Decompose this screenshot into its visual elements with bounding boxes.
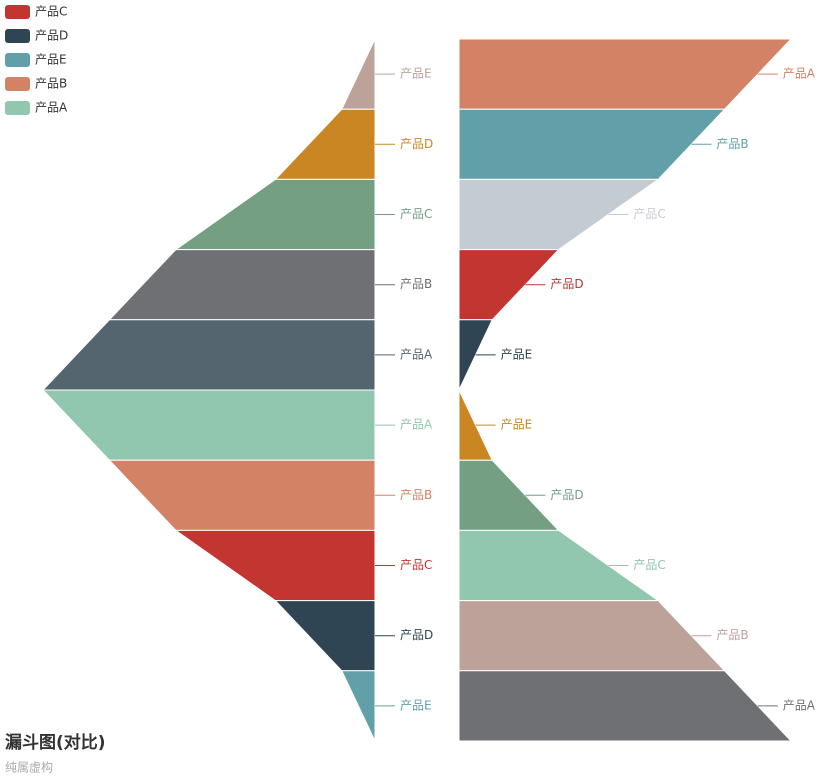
funnel-piece xyxy=(458,670,793,742)
funnel-piece xyxy=(41,319,376,391)
funnel-label: 产品A xyxy=(783,698,816,712)
legend-swatch xyxy=(5,5,30,19)
funnel-label: 产品C xyxy=(633,207,665,221)
funnel-piece xyxy=(458,600,726,672)
funnel-piece xyxy=(341,38,376,110)
legend-swatch xyxy=(5,77,30,91)
funnel-label: 产品A xyxy=(400,347,433,361)
legend-label: 产品C xyxy=(35,5,67,19)
chart-subtitle: 纯属虚构 xyxy=(5,760,53,775)
funnel-label: 产品E xyxy=(400,698,432,712)
funnel-label: 产品D xyxy=(550,277,583,291)
funnel-label: 产品C xyxy=(633,558,665,572)
funnel-label: 产品E xyxy=(501,347,533,361)
funnel-piece xyxy=(174,529,376,602)
funnel-piece xyxy=(174,178,376,251)
chart-title: 漏斗图(对比) xyxy=(5,732,106,753)
legend-swatch xyxy=(5,101,30,115)
funnel-piece xyxy=(274,108,376,180)
funnel-label: 产品C xyxy=(400,207,432,221)
funnel-label: 产品B xyxy=(716,628,748,642)
legend-label: 产品B xyxy=(35,77,67,91)
legend-swatch xyxy=(5,29,30,43)
funnel-label: 产品A xyxy=(400,418,433,432)
funnel-label: 产品E xyxy=(400,67,432,81)
funnel-piece xyxy=(108,459,376,531)
legend-label: 产品A xyxy=(35,101,68,115)
funnel-piece xyxy=(274,600,376,672)
funnel-label: 产品C xyxy=(400,558,432,572)
legend-swatch xyxy=(5,53,30,67)
funnel-label: 产品D xyxy=(400,137,433,151)
funnel-label: 产品B xyxy=(716,137,748,151)
funnel-label: 产品B xyxy=(400,277,432,291)
funnel-label: 产品E xyxy=(501,418,533,432)
funnel-piece xyxy=(41,389,376,461)
funnel-piece xyxy=(458,38,793,110)
funnel-piece xyxy=(341,670,376,742)
legend-label: 产品E xyxy=(35,53,67,67)
funnel-label: 产品A xyxy=(783,67,816,81)
funnel-piece xyxy=(108,249,376,321)
funnel-label: 产品D xyxy=(400,628,433,642)
funnel-piece xyxy=(458,108,726,180)
funnel-label: 产品B xyxy=(400,488,432,502)
funnel-label: 产品D xyxy=(550,488,583,502)
legend-label: 产品D xyxy=(35,29,68,43)
